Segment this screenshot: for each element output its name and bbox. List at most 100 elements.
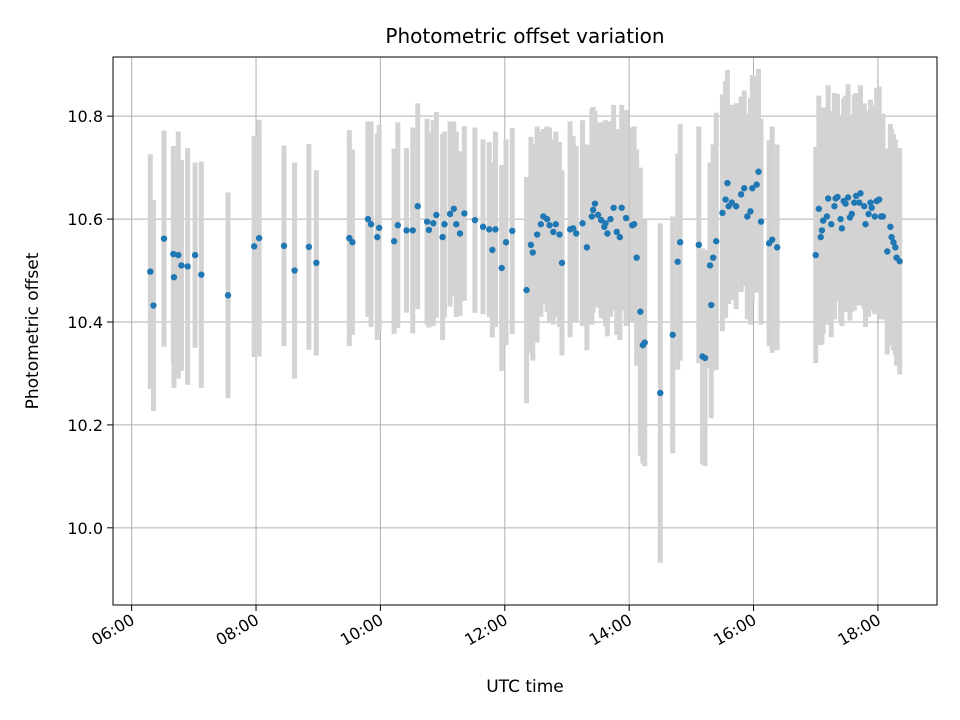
data-point [856,199,863,206]
data-point [147,268,154,275]
data-point [558,259,566,267]
data-point [184,263,191,270]
y-axis-label: Photometric offset [23,252,43,409]
data-point [741,185,748,192]
data-point [502,239,510,246]
data-point [875,196,883,203]
data-point [374,233,381,241]
data-point [450,205,457,212]
data-point [367,221,375,228]
data-point [591,200,599,207]
data-point [446,210,454,218]
data-point [823,213,831,220]
data-point [828,221,835,228]
data-point [848,210,856,218]
data-point [556,231,563,238]
data-point [871,213,879,220]
data-point [453,221,460,228]
data-point [618,204,625,211]
data-point [198,271,205,278]
data-point [543,215,551,223]
data-point [713,238,720,245]
data-point [349,239,356,246]
data-point [708,301,715,309]
data-point [831,203,838,210]
data-point [865,210,872,218]
data-point [890,239,897,246]
data-point [529,249,536,256]
data-point [175,251,182,259]
data-point [892,244,899,251]
data-point [755,168,762,175]
data-point [492,226,499,233]
data-point [414,203,421,210]
data-point [851,199,858,206]
data-point [486,226,493,233]
data-point [701,354,709,362]
data-point [552,221,559,228]
data-point [709,254,717,261]
data-point [641,339,648,346]
data-points [147,168,903,397]
data-point [441,221,448,228]
x-axis-label: UTC time [486,677,564,697]
data-point [579,220,586,227]
data-point [439,233,446,241]
data-point [676,239,684,246]
data-point [773,244,781,251]
data-point [884,248,891,255]
data-point [191,251,199,259]
y-tick-label: 10.8 [67,107,103,126]
data-point [430,220,437,227]
data-point [461,210,468,217]
data-point [456,230,464,237]
data-point [602,220,609,227]
data-point [607,215,614,223]
y-tick-label: 10.6 [67,210,103,229]
data-point [815,205,823,212]
data-point [837,215,844,223]
data-point [861,203,868,210]
data-point [695,241,703,249]
data-point [818,227,826,234]
data-point [583,244,591,251]
data-point [824,195,832,202]
data-point [489,246,496,254]
data-point [637,308,644,315]
data-point [160,235,168,242]
data-point [150,302,157,309]
data-point [433,211,440,219]
data-point [622,214,630,222]
data-point [224,292,232,299]
data-point [732,203,740,210]
data-point [423,218,431,225]
data-point [769,236,776,243]
y-tick-label: 10.2 [67,416,103,435]
data-point [669,331,676,339]
data-point [630,221,638,228]
data-point [887,223,894,231]
data-point [724,179,731,187]
y-tick-label: 10.0 [67,519,103,538]
data-point [588,213,596,220]
data-point [364,215,372,223]
data-point [403,227,410,234]
data-point [633,254,640,261]
data-point [170,274,178,281]
data-point [862,221,869,228]
data-point [589,206,597,214]
data-point [879,213,887,220]
data-point [305,243,313,251]
chart-title: Photometric offset variation [385,24,664,48]
data-point [819,217,827,224]
data-point [471,216,479,224]
y-tick-label: 10.4 [67,313,103,332]
data-point [425,226,433,234]
data-point [737,191,745,198]
data-point [812,251,819,259]
data-point [868,204,875,211]
y-axis-ticks: 10.0 10.2 10.4 10.6 10.8 [67,107,113,538]
data-point [498,264,505,272]
